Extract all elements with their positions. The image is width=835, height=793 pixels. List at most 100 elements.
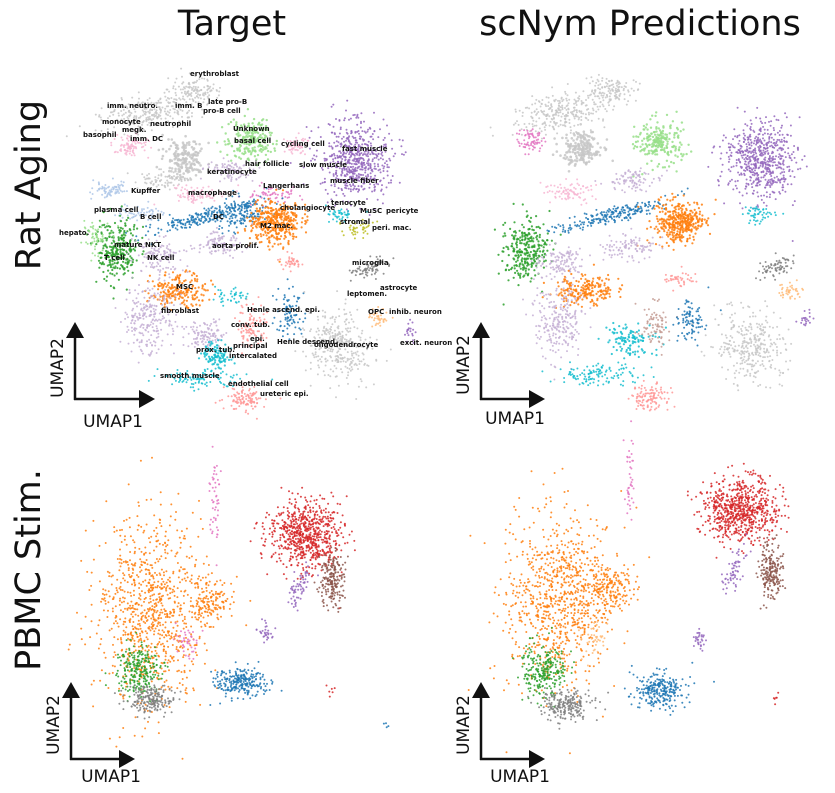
cell-point bbox=[112, 286, 115, 289]
cell-point bbox=[333, 141, 336, 144]
cell-point bbox=[274, 197, 277, 200]
cell-point bbox=[169, 115, 172, 118]
cell-point bbox=[267, 232, 270, 235]
cell-point bbox=[182, 88, 184, 91]
cell-point bbox=[186, 196, 189, 199]
cell-point bbox=[166, 230, 169, 233]
cell-point bbox=[337, 350, 340, 353]
cell-point bbox=[382, 272, 385, 275]
cell-point bbox=[131, 330, 134, 332]
cell-point bbox=[353, 113, 356, 116]
cell-point bbox=[350, 271, 353, 274]
cell-point bbox=[259, 195, 262, 198]
cell-point bbox=[357, 385, 360, 388]
cell-point bbox=[199, 337, 202, 340]
cell-point bbox=[411, 334, 414, 337]
cell-point bbox=[323, 350, 326, 353]
cell-point bbox=[265, 127, 268, 130]
cell-point bbox=[328, 155, 331, 158]
cell-point bbox=[251, 122, 254, 125]
cell-point bbox=[290, 144, 293, 147]
cell-point bbox=[280, 212, 283, 215]
cell-point bbox=[364, 230, 367, 233]
cell-point bbox=[296, 296, 299, 299]
cell-point bbox=[140, 350, 143, 353]
cell-point bbox=[335, 172, 338, 175]
cell-point bbox=[160, 117, 163, 120]
cell-point bbox=[121, 128, 124, 131]
cell-point bbox=[157, 268, 160, 271]
cell-point bbox=[201, 285, 204, 288]
cell-point bbox=[273, 212, 276, 215]
cell-point bbox=[275, 209, 278, 213]
cell-point bbox=[86, 242, 89, 245]
cell-point bbox=[340, 211, 343, 214]
cell-point bbox=[209, 251, 211, 254]
cell-point bbox=[201, 168, 204, 171]
cell-point bbox=[117, 105, 120, 108]
cell-point bbox=[339, 360, 342, 363]
cell-point bbox=[133, 108, 136, 111]
cell-point bbox=[255, 398, 258, 401]
cell-point bbox=[264, 153, 268, 157]
cell-point bbox=[155, 318, 157, 321]
cell-point bbox=[389, 348, 392, 351]
cell-point bbox=[125, 298, 128, 301]
cell-point bbox=[105, 225, 108, 228]
cell-point bbox=[271, 142, 275, 146]
cell-point bbox=[339, 145, 342, 148]
cell-point bbox=[377, 152, 380, 155]
cell-point bbox=[340, 368, 342, 371]
cell-point bbox=[281, 194, 283, 197]
cell-point bbox=[245, 373, 248, 376]
cell-point bbox=[271, 234, 274, 237]
cell-point bbox=[113, 108, 116, 111]
cell-point bbox=[187, 90, 190, 93]
cell-point bbox=[360, 120, 362, 123]
cell-point bbox=[188, 109, 191, 112]
cell-point bbox=[348, 153, 351, 156]
cell-point bbox=[231, 376, 234, 379]
cell-point bbox=[134, 312, 137, 315]
cell-cluster bbox=[289, 99, 407, 216]
cell-point bbox=[382, 118, 385, 121]
cell-point bbox=[338, 119, 341, 122]
cell-point bbox=[162, 299, 165, 302]
cell-point bbox=[332, 103, 335, 106]
cell-point bbox=[363, 130, 366, 133]
cell-point bbox=[335, 169, 338, 172]
cell-point bbox=[180, 165, 184, 169]
cell-point bbox=[188, 214, 191, 217]
cell-point bbox=[195, 329, 198, 332]
cell-point bbox=[343, 119, 346, 122]
cell-point bbox=[126, 107, 129, 110]
cell-point bbox=[140, 307, 143, 310]
cell-point bbox=[363, 167, 366, 170]
cell-point bbox=[361, 272, 364, 275]
cell-point bbox=[161, 133, 164, 137]
cell-point bbox=[270, 209, 273, 212]
cell-point bbox=[301, 198, 304, 201]
cell-point bbox=[412, 328, 415, 331]
cell-point bbox=[391, 175, 394, 177]
cell-point bbox=[264, 398, 267, 401]
cell-point bbox=[354, 274, 357, 277]
cell-point bbox=[243, 140, 246, 144]
cell-point bbox=[349, 327, 352, 330]
cell-point bbox=[292, 260, 295, 262]
cell-point bbox=[302, 137, 304, 140]
cell-point bbox=[212, 357, 215, 360]
cell-point bbox=[165, 88, 168, 91]
cell-point bbox=[329, 350, 332, 353]
cell-point bbox=[149, 266, 152, 268]
cell-point bbox=[245, 395, 248, 398]
cell-point bbox=[163, 316, 166, 319]
cell-point bbox=[192, 106, 195, 108]
cell-point bbox=[149, 296, 152, 299]
cell-point bbox=[102, 237, 105, 240]
cell-point bbox=[148, 109, 151, 112]
cell-point bbox=[172, 352, 175, 355]
cell-point bbox=[166, 245, 169, 247]
cell-point bbox=[201, 215, 204, 218]
cell-point bbox=[152, 297, 155, 300]
